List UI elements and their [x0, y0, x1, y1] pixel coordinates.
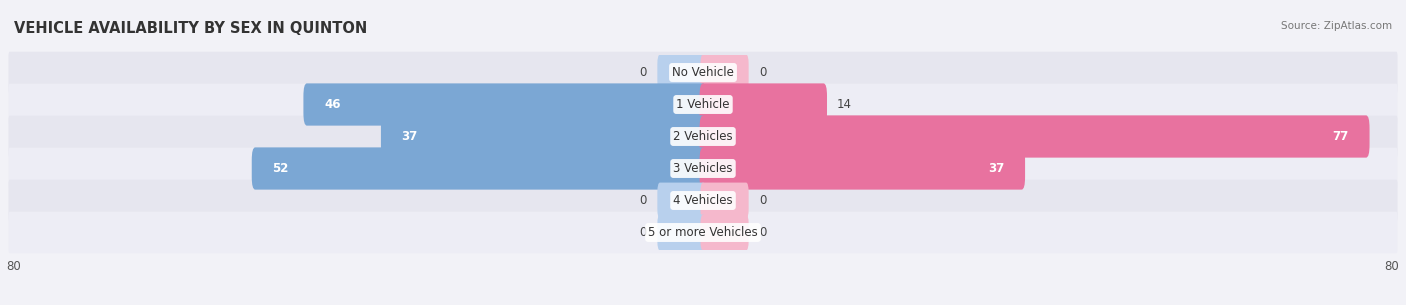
- Text: 0: 0: [640, 194, 647, 207]
- Text: 0: 0: [640, 226, 647, 239]
- Text: 0: 0: [640, 66, 647, 79]
- Text: 5 or more Vehicles: 5 or more Vehicles: [648, 226, 758, 239]
- Text: Source: ZipAtlas.com: Source: ZipAtlas.com: [1281, 21, 1392, 31]
- FancyBboxPatch shape: [8, 148, 1398, 189]
- Legend: Male, Female: Male, Female: [630, 303, 776, 305]
- FancyBboxPatch shape: [700, 147, 1025, 190]
- Text: 37: 37: [988, 162, 1004, 175]
- Text: No Vehicle: No Vehicle: [672, 66, 734, 79]
- Text: 37: 37: [402, 130, 418, 143]
- FancyBboxPatch shape: [8, 212, 1398, 253]
- FancyBboxPatch shape: [658, 55, 706, 90]
- FancyBboxPatch shape: [381, 115, 706, 158]
- Text: 77: 77: [1333, 130, 1348, 143]
- FancyBboxPatch shape: [304, 83, 706, 126]
- FancyBboxPatch shape: [700, 83, 827, 126]
- FancyBboxPatch shape: [8, 116, 1398, 157]
- Text: 0: 0: [759, 194, 766, 207]
- FancyBboxPatch shape: [252, 147, 706, 190]
- FancyBboxPatch shape: [700, 115, 1369, 158]
- Text: 0: 0: [759, 66, 766, 79]
- FancyBboxPatch shape: [658, 215, 706, 250]
- FancyBboxPatch shape: [700, 215, 748, 250]
- Text: 4 Vehicles: 4 Vehicles: [673, 194, 733, 207]
- FancyBboxPatch shape: [8, 84, 1398, 125]
- FancyBboxPatch shape: [8, 180, 1398, 221]
- Text: 46: 46: [323, 98, 340, 111]
- FancyBboxPatch shape: [658, 183, 706, 218]
- Text: 3 Vehicles: 3 Vehicles: [673, 162, 733, 175]
- FancyBboxPatch shape: [700, 183, 748, 218]
- FancyBboxPatch shape: [700, 55, 748, 90]
- Text: 2 Vehicles: 2 Vehicles: [673, 130, 733, 143]
- Text: 14: 14: [837, 98, 852, 111]
- Text: VEHICLE AVAILABILITY BY SEX IN QUINTON: VEHICLE AVAILABILITY BY SEX IN QUINTON: [14, 21, 367, 36]
- Text: 1 Vehicle: 1 Vehicle: [676, 98, 730, 111]
- FancyBboxPatch shape: [8, 52, 1398, 93]
- Text: 0: 0: [759, 226, 766, 239]
- Text: 52: 52: [273, 162, 288, 175]
